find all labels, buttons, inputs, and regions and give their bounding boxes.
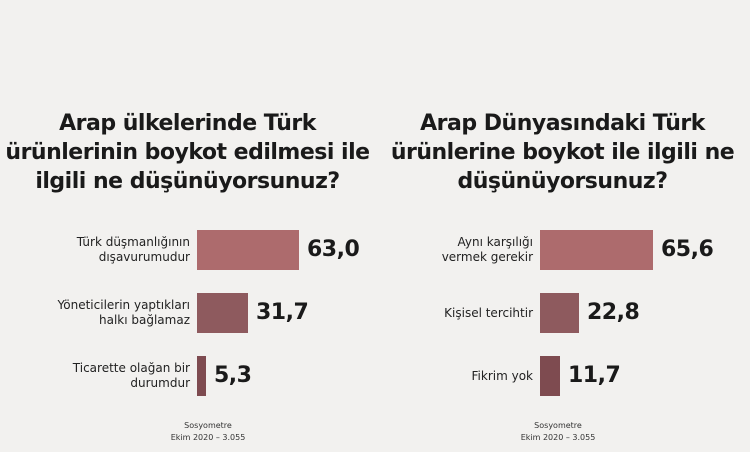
source-name: Sosyometre — [184, 421, 232, 430]
category-label-line: Aynı karşılığı — [457, 235, 533, 249]
chart-left: Arap ülkelerinde Türk ürünlerinin boykot… — [0, 109, 375, 444]
title-line: ürünlerinin boykot edilmesi ile — [5, 140, 370, 165]
bar — [197, 230, 299, 270]
data-label: 63,0 — [307, 237, 360, 262]
data-label: 22,8 — [587, 300, 640, 325]
category-label: Kişisel tercihtir — [353, 306, 533, 321]
title-line: Arap ülkelerinde Türk — [59, 111, 316, 136]
title-line: ilgili ne düşünüyorsunuz? — [35, 169, 340, 194]
source-date: Ekim 2020 – 3.055 — [520, 433, 596, 442]
source-date: Ekim 2020 – 3.055 — [170, 433, 246, 442]
title-line: Arap Dünyasındaki Türk — [420, 111, 705, 136]
category-label-line: Fikrim yok — [471, 368, 533, 383]
data-label: 65,6 — [661, 237, 714, 262]
category-label: Ticarette olağan bir durumdur — [10, 361, 190, 391]
chart-title: Arap Dünyasındaki Türk ürünlerine boykot… — [375, 109, 750, 196]
category-label-line: dışavurumudur — [98, 250, 190, 264]
category-label-line: Kişisel tercihtir — [444, 305, 533, 320]
data-label: 5,3 — [214, 363, 252, 388]
category-label-line: Ticarette olağan bir — [72, 361, 190, 375]
category-label-line: durumdur — [130, 376, 190, 390]
source-note: Sosyometre Ekim 2020 – 3.055 — [498, 420, 618, 444]
data-label: 11,7 — [568, 363, 621, 388]
title-line: düşünüyorsunuz? — [457, 169, 668, 194]
category-label-line: halkı bağlamaz — [98, 313, 190, 327]
title-line: ürünlerine boykot ile ilgili ne — [390, 140, 735, 165]
category-label: Türk düşmanlığının dışavurumudur — [10, 235, 190, 265]
category-label: Aynı karşılığı vermek gerekir — [353, 235, 533, 265]
source-note: Sosyometre Ekim 2020 – 3.055 — [148, 420, 268, 444]
source-name: Sosyometre — [534, 421, 582, 430]
category-label: Yöneticilerin yaptıkları halkı bağlamaz — [10, 298, 190, 328]
category-label: Fikrim yok — [353, 369, 533, 384]
data-label: 31,7 — [256, 300, 309, 325]
bar — [540, 356, 560, 396]
category-label-line: vermek gerekir — [441, 250, 533, 264]
chart-title: Arap ülkelerinde Türk ürünlerinin boykot… — [0, 109, 375, 196]
chart-right: Arap Dünyasındaki Türk ürünlerine boykot… — [375, 0, 750, 452]
category-label-line: Yöneticilerin yaptıkları — [57, 298, 190, 312]
category-label-line: Türk düşmanlığının — [76, 235, 190, 249]
bar — [197, 293, 248, 333]
bar — [197, 356, 206, 396]
bar — [540, 293, 579, 333]
bar — [540, 230, 653, 270]
